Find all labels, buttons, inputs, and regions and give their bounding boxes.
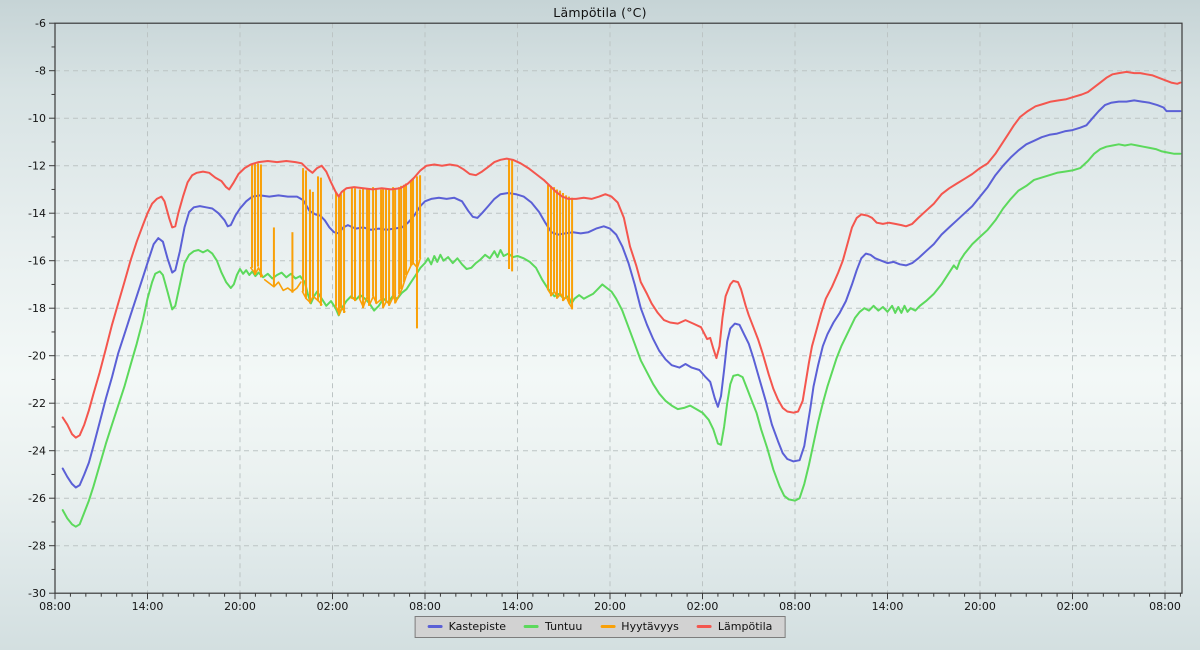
y-axis-tick-label: -30 [28, 587, 46, 600]
y-axis-tick-label: -14 [28, 207, 46, 220]
legend-item-lampotila: Lämpötila [696, 620, 773, 633]
x-axis-tick-label: 02:00 [1057, 600, 1089, 613]
y-axis-tick-label: -26 [28, 492, 46, 505]
series-lampotila [61, 70, 1182, 439]
series-hyytavyys-low [358, 257, 422, 308]
x-axis-tick-label: 14:00 [132, 600, 164, 613]
x-axis-tick-label: 14:00 [502, 600, 534, 613]
series-tuntuu [61, 143, 1182, 528]
y-axis-tick-label: -12 [28, 160, 46, 173]
chart-legend: Kastepiste Tuntuu Hyytävyys Lämpötila [414, 616, 786, 638]
y-axis-tick-label: -16 [28, 255, 46, 268]
y-axis-tick-label: -22 [28, 397, 46, 410]
legend-dash-icon [427, 625, 443, 628]
y-axis-tick-label: -8 [35, 65, 46, 78]
legend-item-hyytavyys: Hyytävyys [600, 620, 679, 633]
chart-title: Lämpötila (°C) [553, 5, 647, 20]
legend-label: Hyytävyys [621, 620, 679, 633]
x-axis-tick-label: 02:00 [317, 600, 349, 613]
legend-item-tuntuu: Tuntuu [524, 620, 582, 633]
x-axis-tick-label: 08:00 [779, 600, 811, 613]
legend-dash-icon [524, 625, 540, 628]
x-axis-tick-label: 08:00 [39, 600, 71, 613]
x-axis-tick-label: 14:00 [872, 600, 904, 613]
x-axis-tick-label: 08:00 [409, 600, 441, 613]
legend-dash-icon [600, 625, 616, 628]
series-hyytavyys-low [263, 278, 302, 293]
x-axis-tick-label: 08:00 [1149, 600, 1181, 613]
y-axis-tick-label: -10 [28, 112, 46, 125]
y-axis-tick-label: -28 [28, 540, 46, 553]
legend-label: Tuntuu [545, 620, 583, 633]
x-axis-tick-label: 20:00 [594, 600, 626, 613]
legend-dash-icon [696, 625, 712, 628]
y-axis-tick-label: -20 [28, 350, 46, 363]
x-axis-tick-label: 02:00 [687, 600, 719, 613]
x-axis-tick-label: 20:00 [224, 600, 256, 613]
legend-item-kastepiste: Kastepiste [427, 620, 507, 633]
x-axis-tick-label: 20:00 [964, 600, 996, 613]
y-axis-tick-label: -18 [28, 302, 46, 315]
legend-label: Kastepiste [448, 620, 507, 633]
legend-label: Lämpötila [717, 620, 773, 633]
series-kastepiste [61, 99, 1182, 489]
y-axis-tick-label: -6 [35, 17, 46, 30]
y-axis-tick-label: -24 [28, 445, 46, 458]
